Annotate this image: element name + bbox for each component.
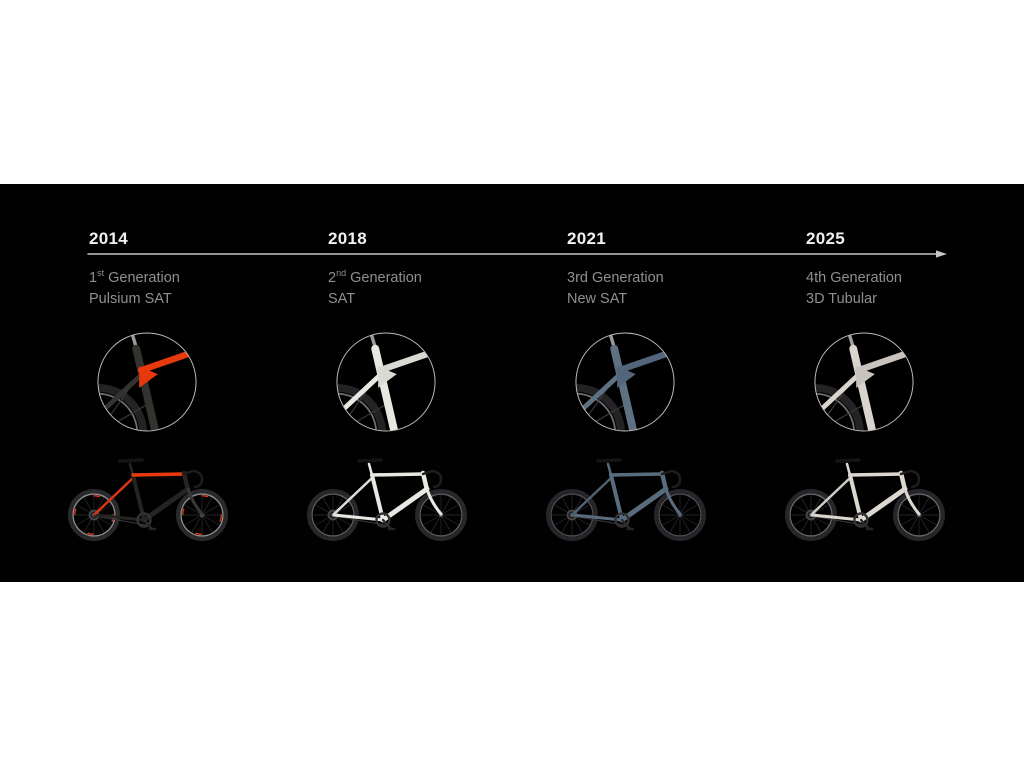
generation-ordinal: 1 (89, 270, 98, 286)
generation-ordinal-suffix: st (97, 268, 105, 279)
bike-image (785, 458, 945, 541)
year-label: 2014 (89, 229, 129, 248)
model-name: 3D Tubular (806, 291, 877, 307)
timeline-band: 2014 1st Generation Pulsium SAT 2018 2nd… (0, 184, 1024, 582)
generation-caption: 3rd Generation New SAT (567, 268, 664, 310)
generation-ordinal: 4th (806, 270, 827, 286)
frame-detail-inset (336, 332, 436, 432)
generation-caption: 1st Generation Pulsium SAT (89, 268, 180, 310)
generation-caption: 2nd Generation SAT (328, 268, 422, 310)
model-name: Pulsium SAT (89, 291, 172, 307)
timeline-entry-2018: 2018 2nd Generation SAT (266, 184, 506, 582)
generation-word: Generation (587, 270, 664, 286)
year-label: 2021 (567, 229, 607, 248)
generation-ordinal: 3rd (567, 270, 588, 286)
frame-detail-inset (814, 332, 914, 432)
generation-word: Generation (346, 270, 422, 286)
generation-line: 4th Generation (806, 268, 902, 289)
bike-image (68, 458, 228, 541)
generation-ordinal: 2 (328, 270, 337, 286)
generation-line: 2nd Generation (328, 268, 422, 289)
year-label: 2018 (328, 229, 368, 248)
timeline-arrow (87, 250, 947, 258)
bike-image (307, 458, 467, 541)
bike-image (546, 458, 706, 541)
timeline-entry-2014: 2014 1st Generation Pulsium SAT (27, 184, 267, 582)
frame-detail-inset (575, 332, 675, 432)
timeline-entry-2021: 2021 3rd Generation New SAT (505, 184, 745, 582)
generation-line: 1st Generation (89, 268, 180, 289)
timeline-entry-2025: 2025 4th Generation 3D Tubular (744, 184, 984, 582)
frame-detail-inset (97, 332, 197, 432)
generation-caption: 4th Generation 3D Tubular (806, 268, 902, 310)
model-name: New SAT (567, 291, 628, 307)
generation-word: Generation (104, 270, 180, 286)
generation-ordinal-suffix: nd (336, 268, 347, 279)
year-label: 2025 (806, 229, 846, 248)
model-name: SAT (328, 291, 356, 307)
generation-word: Generation (826, 270, 902, 286)
generation-line: 3rd Generation (567, 268, 664, 289)
